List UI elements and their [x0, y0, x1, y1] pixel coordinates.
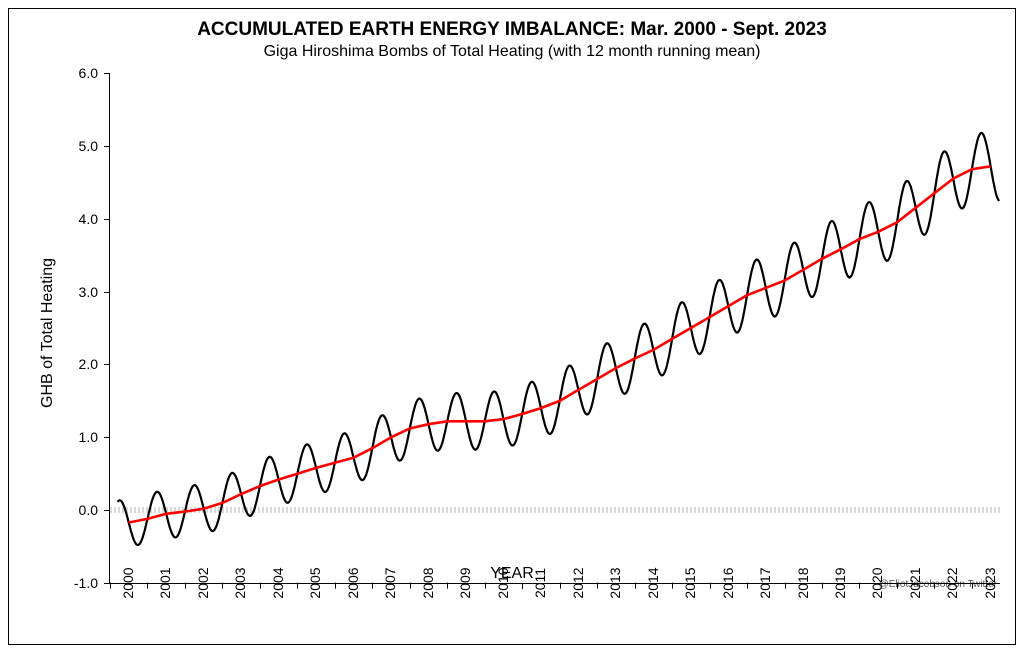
y-tick: 2.0: [79, 356, 110, 372]
x-tick: 2004: [260, 567, 286, 598]
y-tick: 5.0: [79, 138, 110, 154]
y-axis-label: GHB of Total Heating: [39, 258, 57, 408]
x-tick: 2000: [110, 567, 136, 598]
x-tick: 2001: [147, 567, 173, 598]
x-tick: 2019: [822, 567, 848, 598]
x-tick: 2002: [185, 567, 211, 598]
x-tick: 2018: [785, 567, 811, 598]
y-tick: 4.0: [79, 211, 110, 227]
chart-frame: ACCUMULATED EARTH ENERGY IMBALANCE: Mar.…: [8, 8, 1016, 645]
running-mean-line: [129, 166, 991, 522]
chart-title: ACCUMULATED EARTH ENERGY IMBALANCE: Mar.…: [9, 19, 1015, 41]
x-tick: 2008: [410, 567, 436, 598]
x-tick: 2016: [710, 567, 736, 598]
x-tick: 2011: [522, 568, 548, 598]
x-tick: 2015: [672, 567, 698, 598]
chart-lines: [110, 73, 1000, 583]
x-tick: 2009: [447, 567, 473, 598]
y-tick: 0.0: [79, 502, 110, 518]
x-tick: 2003: [222, 567, 248, 598]
x-tick: 2005: [297, 567, 323, 598]
y-tick: -1.0: [74, 575, 110, 591]
raw-series-line: [118, 133, 1000, 545]
x-tick: 2013: [597, 567, 623, 598]
x-tick: 2023: [972, 567, 998, 598]
x-tick: 2020: [859, 567, 885, 598]
x-tick: 2014: [635, 567, 661, 598]
x-tick: 2010: [485, 567, 511, 598]
y-tick: 1.0: [79, 429, 110, 445]
y-tick: 6.0: [79, 65, 110, 81]
x-tick: 2007: [372, 567, 398, 598]
y-tick: 3.0: [79, 284, 110, 300]
chart-subtitle: Giga Hiroshima Bombs of Total Heating (w…: [9, 43, 1015, 61]
plot-area: -1.00.01.02.03.04.05.06.0200020012002200…: [109, 73, 1000, 584]
x-tick: 2022: [934, 567, 960, 598]
x-tick: 2017: [747, 567, 773, 598]
x-tick: 2012: [560, 567, 586, 598]
x-tick: 2006: [335, 567, 361, 598]
x-tick: 2021: [897, 567, 923, 598]
